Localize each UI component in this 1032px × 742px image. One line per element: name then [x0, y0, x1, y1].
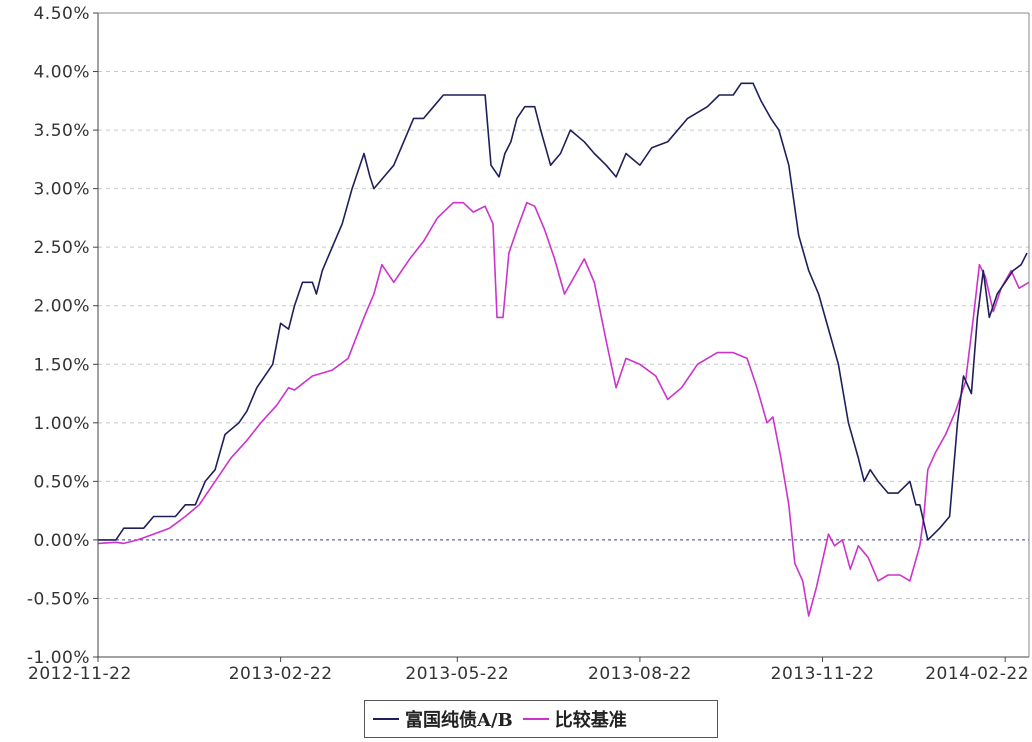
x-tick-label: 2013-05-22 — [405, 664, 509, 684]
series-line-benchmark — [97, 201, 1030, 617]
legend-label-benchmark: 比较基准 — [554, 710, 627, 731]
x-tick-label: 2013-02-22 — [229, 664, 333, 684]
x-tick-label: 2014-02-22 — [925, 664, 1029, 684]
y-tick-label: 4.00% — [33, 63, 90, 83]
legend-label-fund: 富国纯债A/B — [405, 710, 513, 731]
legend-item-benchmark: 比较基准 — [522, 706, 627, 732]
legend-swatch-benchmark — [522, 718, 549, 720]
y-tick-label: -1.00% — [27, 648, 90, 668]
series-lines — [97, 82, 1030, 617]
x-tick-label: 2013-08-22 — [588, 664, 692, 684]
y-tick-label: 0.50% — [33, 472, 90, 492]
y-tick-label: 3.50% — [33, 121, 90, 141]
y-tick-label: 0.00% — [33, 531, 90, 551]
gridlines — [98, 71, 1029, 658]
tick-labels: -1.00% -0.50% 0.00% 0.50% 1.00% 1.50% 2.00% 2.5… — [27, 4, 1029, 684]
axes — [93, 12, 1030, 662]
y-tick-label: -0.50% — [27, 589, 90, 609]
y-tick-label: 1.50% — [33, 355, 90, 375]
legend-item-fund: 富国纯债A/B — [373, 706, 513, 732]
legend: 富国纯债A/B 比较基准 — [364, 700, 718, 738]
legend-swatch-fund — [373, 718, 399, 720]
y-tick-label: 4.50% — [33, 4, 90, 24]
x-tick-label: 2013-11-22 — [771, 664, 875, 684]
series-line-fund — [98, 82, 1028, 541]
y-tick-label: 2.00% — [33, 297, 90, 317]
x-tick-label: 2012-11-22 — [28, 664, 132, 684]
y-tick-label: 3.00% — [33, 180, 90, 200]
y-tick-label: 2.50% — [33, 238, 90, 258]
y-tick-label: 1.00% — [33, 414, 90, 434]
